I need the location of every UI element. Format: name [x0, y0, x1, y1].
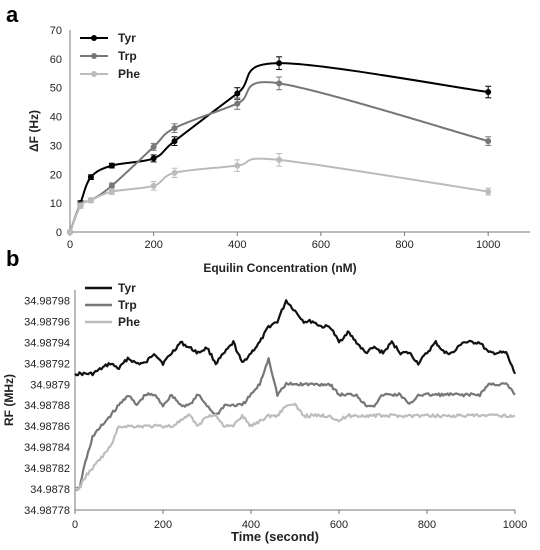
chart-b-y-tick-label: 34.98794 [24, 337, 70, 349]
chart-a-point-trp [171, 125, 178, 132]
chart-a-legend-marker-phe [91, 71, 97, 77]
chart-a-y-tick-label: 30 [50, 140, 62, 152]
chart-a-point-tyr [485, 89, 492, 96]
chart-a-point-trp [485, 138, 492, 145]
chart-b-y-tick-label: 34.98792 [24, 358, 70, 370]
chart-a-point-phe [108, 188, 115, 195]
chart-a-y-tick-label: 70 [50, 25, 62, 37]
chart-a-y-tick-label: 20 [50, 169, 62, 181]
chart-b-y-tick-label: 34.98798 [24, 295, 70, 307]
chart-a-legend-marker-tyr [91, 35, 97, 41]
chart-b-y-axis-title: RF (MHz) [2, 374, 16, 426]
chart-a-point-tyr [87, 174, 94, 181]
chart-a-point-trp [108, 182, 115, 189]
chart-a-point-trp [150, 143, 157, 150]
chart-a-point-phe [77, 203, 84, 210]
chart-b-x-tick-label: 200 [154, 519, 172, 531]
chart-b-legend-label-trp: Trp [118, 298, 137, 312]
chart-b-x-tick-label: 0 [72, 519, 78, 531]
chart-a-point-tyr [150, 155, 157, 162]
chart-b-y-tick-label: 34.9879 [30, 379, 70, 391]
chart-a-legend-label-phe: Phe [118, 67, 140, 81]
chart-b-x-tick-label: 800 [418, 519, 436, 531]
chart-a-line-tyr [69, 62, 489, 233]
chart-a-point-phe [276, 156, 283, 163]
chart-a-legend-marker-trp [91, 53, 97, 59]
chart-a-point-trp [234, 100, 241, 107]
chart-a-point-tyr [234, 90, 241, 97]
chart-a-x-axis-title: Equilin Concentration (nM) [203, 261, 356, 275]
chart-a-y-tick-label: 50 [50, 83, 62, 95]
chart-b-x-tick-label: 600 [330, 519, 348, 531]
chart-a-y-axis-title: ΔF (Hz) [27, 110, 41, 152]
chart-a-y-tick-label: 10 [50, 198, 62, 210]
chart-a-point-tyr [171, 138, 178, 145]
chart-a-point-phe [485, 188, 492, 195]
chart-a-point-tyr [108, 162, 115, 169]
chart-a-point-tyr [276, 60, 283, 67]
chart-b-y-tick-label: 34.98784 [24, 442, 70, 454]
chart-b-x-axis-title: Time (second) [231, 529, 319, 544]
chart-b-legend-label-phe: Phe [118, 315, 140, 329]
chart-a-point-phe [87, 197, 94, 204]
chart-b-y-tick-label: 34.98788 [24, 400, 70, 412]
chart-b-line-trp [74, 357, 516, 492]
chart-b-legend-label-tyr: Tyr [118, 281, 136, 295]
chart-a-point-phe [234, 162, 241, 169]
chart-b-line-tyr [74, 299, 517, 377]
chart-a-x-tick-label: 1000 [476, 239, 500, 251]
chart-b-x-tick-label: 1000 [503, 519, 527, 531]
chart-a-x-tick-label: 0 [67, 239, 73, 251]
chart-b-x-tick-label: 400 [242, 519, 260, 531]
chart-a-line-phe [69, 157, 489, 233]
chart-b-y-tick-label: 34.98786 [24, 421, 70, 433]
chart-a-point-phe [150, 182, 157, 189]
chart-b-y-tick-label: 34.98778 [24, 505, 70, 517]
chart-a-point-phe [67, 229, 73, 235]
chart-b-y-tick-label: 34.98782 [24, 463, 70, 475]
chart-a-y-tick-label: 40 [50, 112, 62, 124]
chart-a-point-trp [276, 80, 283, 87]
chart-a-x-tick-label: 400 [228, 239, 246, 251]
chart-a-y-tick-label: 0 [56, 227, 62, 239]
panel-label-a: a [6, 2, 19, 27]
chart-b-y-tick-label: 34.98796 [24, 316, 70, 328]
chart-b-y-tick-label: 34.9878 [30, 484, 70, 496]
chart-a-x-tick-label: 600 [312, 239, 330, 251]
chart-a-x-tick-label: 800 [395, 239, 413, 251]
chart-b-line-phe [74, 402, 516, 491]
chart-a-point-phe [171, 169, 178, 176]
chart-a-x-tick-label: 200 [144, 239, 162, 251]
chart-a-y-tick-label: 60 [50, 54, 62, 66]
chart-a-legend-label-tyr: Tyr [118, 31, 136, 45]
panel-label-b: b [6, 246, 20, 271]
chart-a-legend-label-trp: Trp [118, 49, 137, 63]
